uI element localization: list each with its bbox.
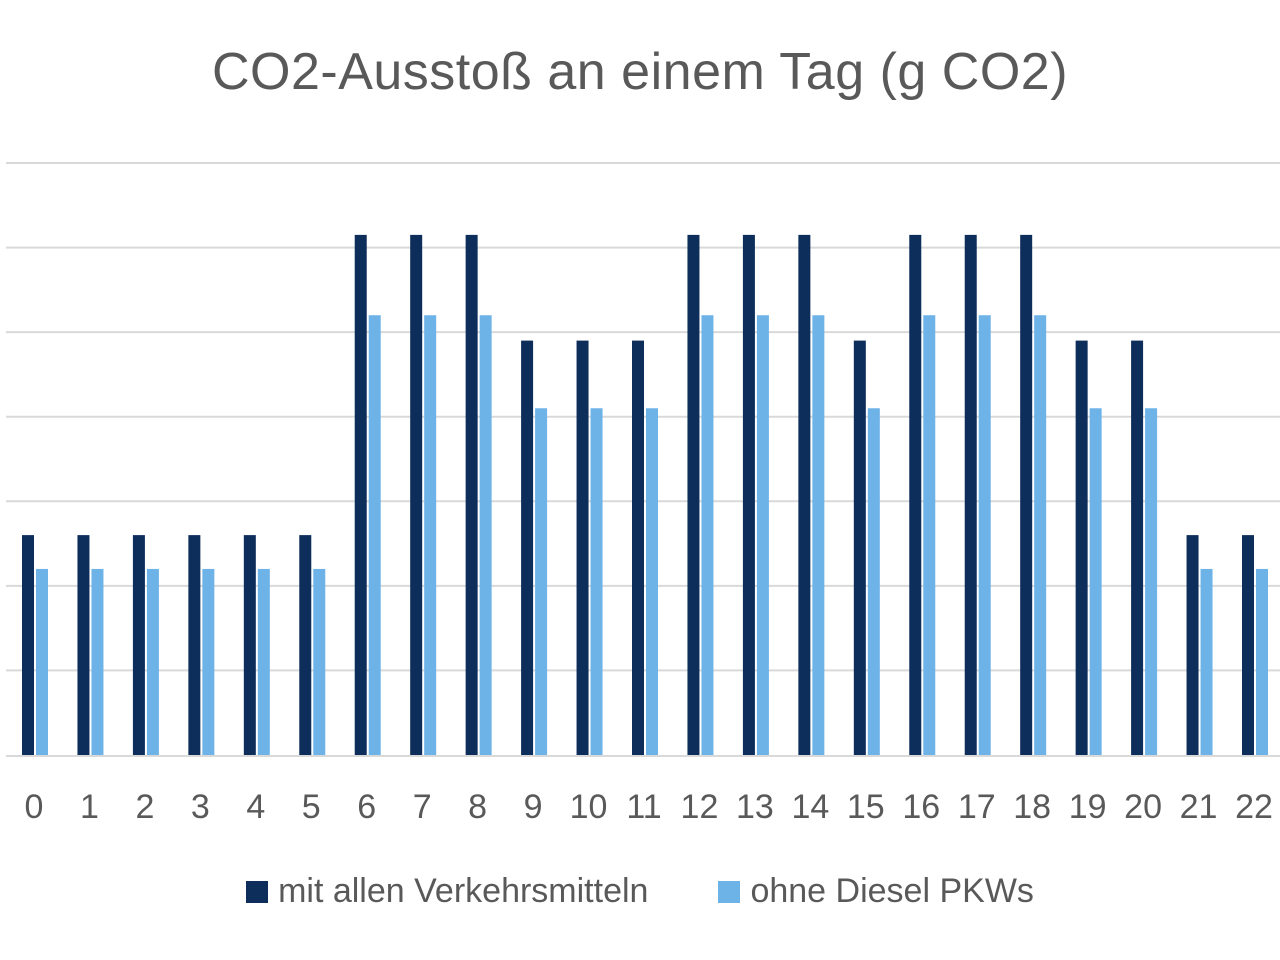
- x-tick-label: 1: [80, 788, 99, 826]
- bar-series-2-8: [479, 315, 492, 755]
- bar-series-2-9: [535, 408, 548, 755]
- legend-entry-series-2: ohne Diesel PKWs: [718, 872, 1034, 911]
- x-tick-label: 11: [626, 788, 661, 826]
- bar-series-2-1: [91, 568, 104, 755]
- bar-series-1-11: [632, 340, 644, 755]
- bar-series-2-22: [1256, 568, 1268, 755]
- bar-series-2-18: [1034, 315, 1047, 755]
- x-tick-label: 16: [902, 788, 940, 826]
- x-tick-label: 10: [570, 788, 608, 826]
- x-tick-label: 14: [791, 788, 829, 826]
- bar-series-2-5: [313, 568, 326, 755]
- bar-series-1-1: [77, 535, 90, 755]
- x-tick-label: 12: [681, 788, 719, 826]
- bar-series-1-6: [354, 234, 367, 755]
- x-tick-label: 17: [958, 788, 996, 826]
- x-tick-label: 4: [246, 788, 265, 826]
- legend-swatch-series-2: [718, 880, 741, 903]
- x-tick-label: 21: [1180, 788, 1218, 826]
- bar-series-1-12: [687, 234, 700, 755]
- bar-series-2-4: [257, 568, 270, 755]
- x-tick-label: 9: [524, 788, 543, 826]
- bar-series-1-8: [465, 234, 478, 755]
- bar-series-1-13: [742, 234, 755, 755]
- bar-series-1-7: [410, 234, 423, 755]
- x-tick-label: 3: [191, 788, 210, 826]
- bar-series-2-21: [1200, 568, 1213, 755]
- bar-series-2-2: [146, 568, 159, 755]
- bar-series-1-9: [521, 340, 534, 755]
- bar-series-1-17: [964, 234, 977, 755]
- bar-series-2-10: [590, 408, 603, 755]
- legend-swatch-series-1: [246, 880, 269, 903]
- x-tick-label: 15: [847, 788, 885, 826]
- x-tick-label: 8: [468, 788, 487, 826]
- bar-series-2-12: [701, 315, 714, 755]
- bar-series-2-15: [867, 408, 880, 755]
- bar-series-2-20: [1145, 408, 1158, 755]
- bar-series-1-3: [188, 535, 201, 755]
- x-tick-label: 13: [736, 788, 774, 826]
- bar-series-1-5: [299, 535, 312, 755]
- x-tick-label: 20: [1124, 788, 1162, 826]
- bar-series-1-21: [1186, 535, 1199, 755]
- bar-series-1-2: [132, 535, 145, 755]
- bar-series-1-10: [576, 340, 589, 755]
- x-tick-label: 18: [1013, 788, 1051, 826]
- x-tick-label: 19: [1069, 788, 1107, 826]
- bar-series-1-15: [853, 340, 866, 755]
- bar-series-2-13: [756, 315, 769, 755]
- bar-series-2-6: [368, 315, 381, 755]
- legend-label-series-2: ohne Diesel PKWs: [750, 872, 1034, 910]
- bar-series-2-19: [1089, 408, 1102, 755]
- legend: mit allen Verkehrsmitteln ohne Diesel PK…: [0, 872, 1280, 911]
- x-tick-label: 0: [25, 788, 44, 826]
- bar-series-1-4: [243, 535, 256, 755]
- bar-series-2-7: [424, 315, 437, 755]
- x-tick-label: 7: [413, 788, 432, 826]
- x-tick-label: 22: [1235, 788, 1273, 826]
- chart-title: CO2-Ausstoß an einem Tag (g CO2): [211, 43, 1069, 101]
- x-tick-label: 2: [135, 788, 154, 826]
- bar-series-1-14: [798, 234, 811, 755]
- x-tick-label: 6: [357, 788, 376, 826]
- legend-entry-series-1: mit allen Verkehrsmitteln: [246, 872, 648, 911]
- bar-series-1-20: [1131, 340, 1144, 755]
- bar-series-1-16: [909, 234, 922, 755]
- bar-series-2-3: [202, 568, 215, 755]
- bar-series-2-14: [812, 315, 825, 755]
- bar-series-1-19: [1075, 340, 1088, 755]
- bar-series-1-18: [1020, 234, 1033, 755]
- x-tick-label: 5: [302, 788, 321, 826]
- legend-label-series-1: mit allen Verkehrsmitteln: [278, 872, 649, 910]
- bar-series-2-11: [646, 408, 658, 755]
- bar-series-2-16: [923, 315, 936, 755]
- bar-series-1-22: [1242, 535, 1254, 755]
- bar-series-2-17: [978, 315, 991, 755]
- bar-series-2-0: [36, 568, 48, 755]
- bar-series-1-0: [22, 535, 34, 755]
